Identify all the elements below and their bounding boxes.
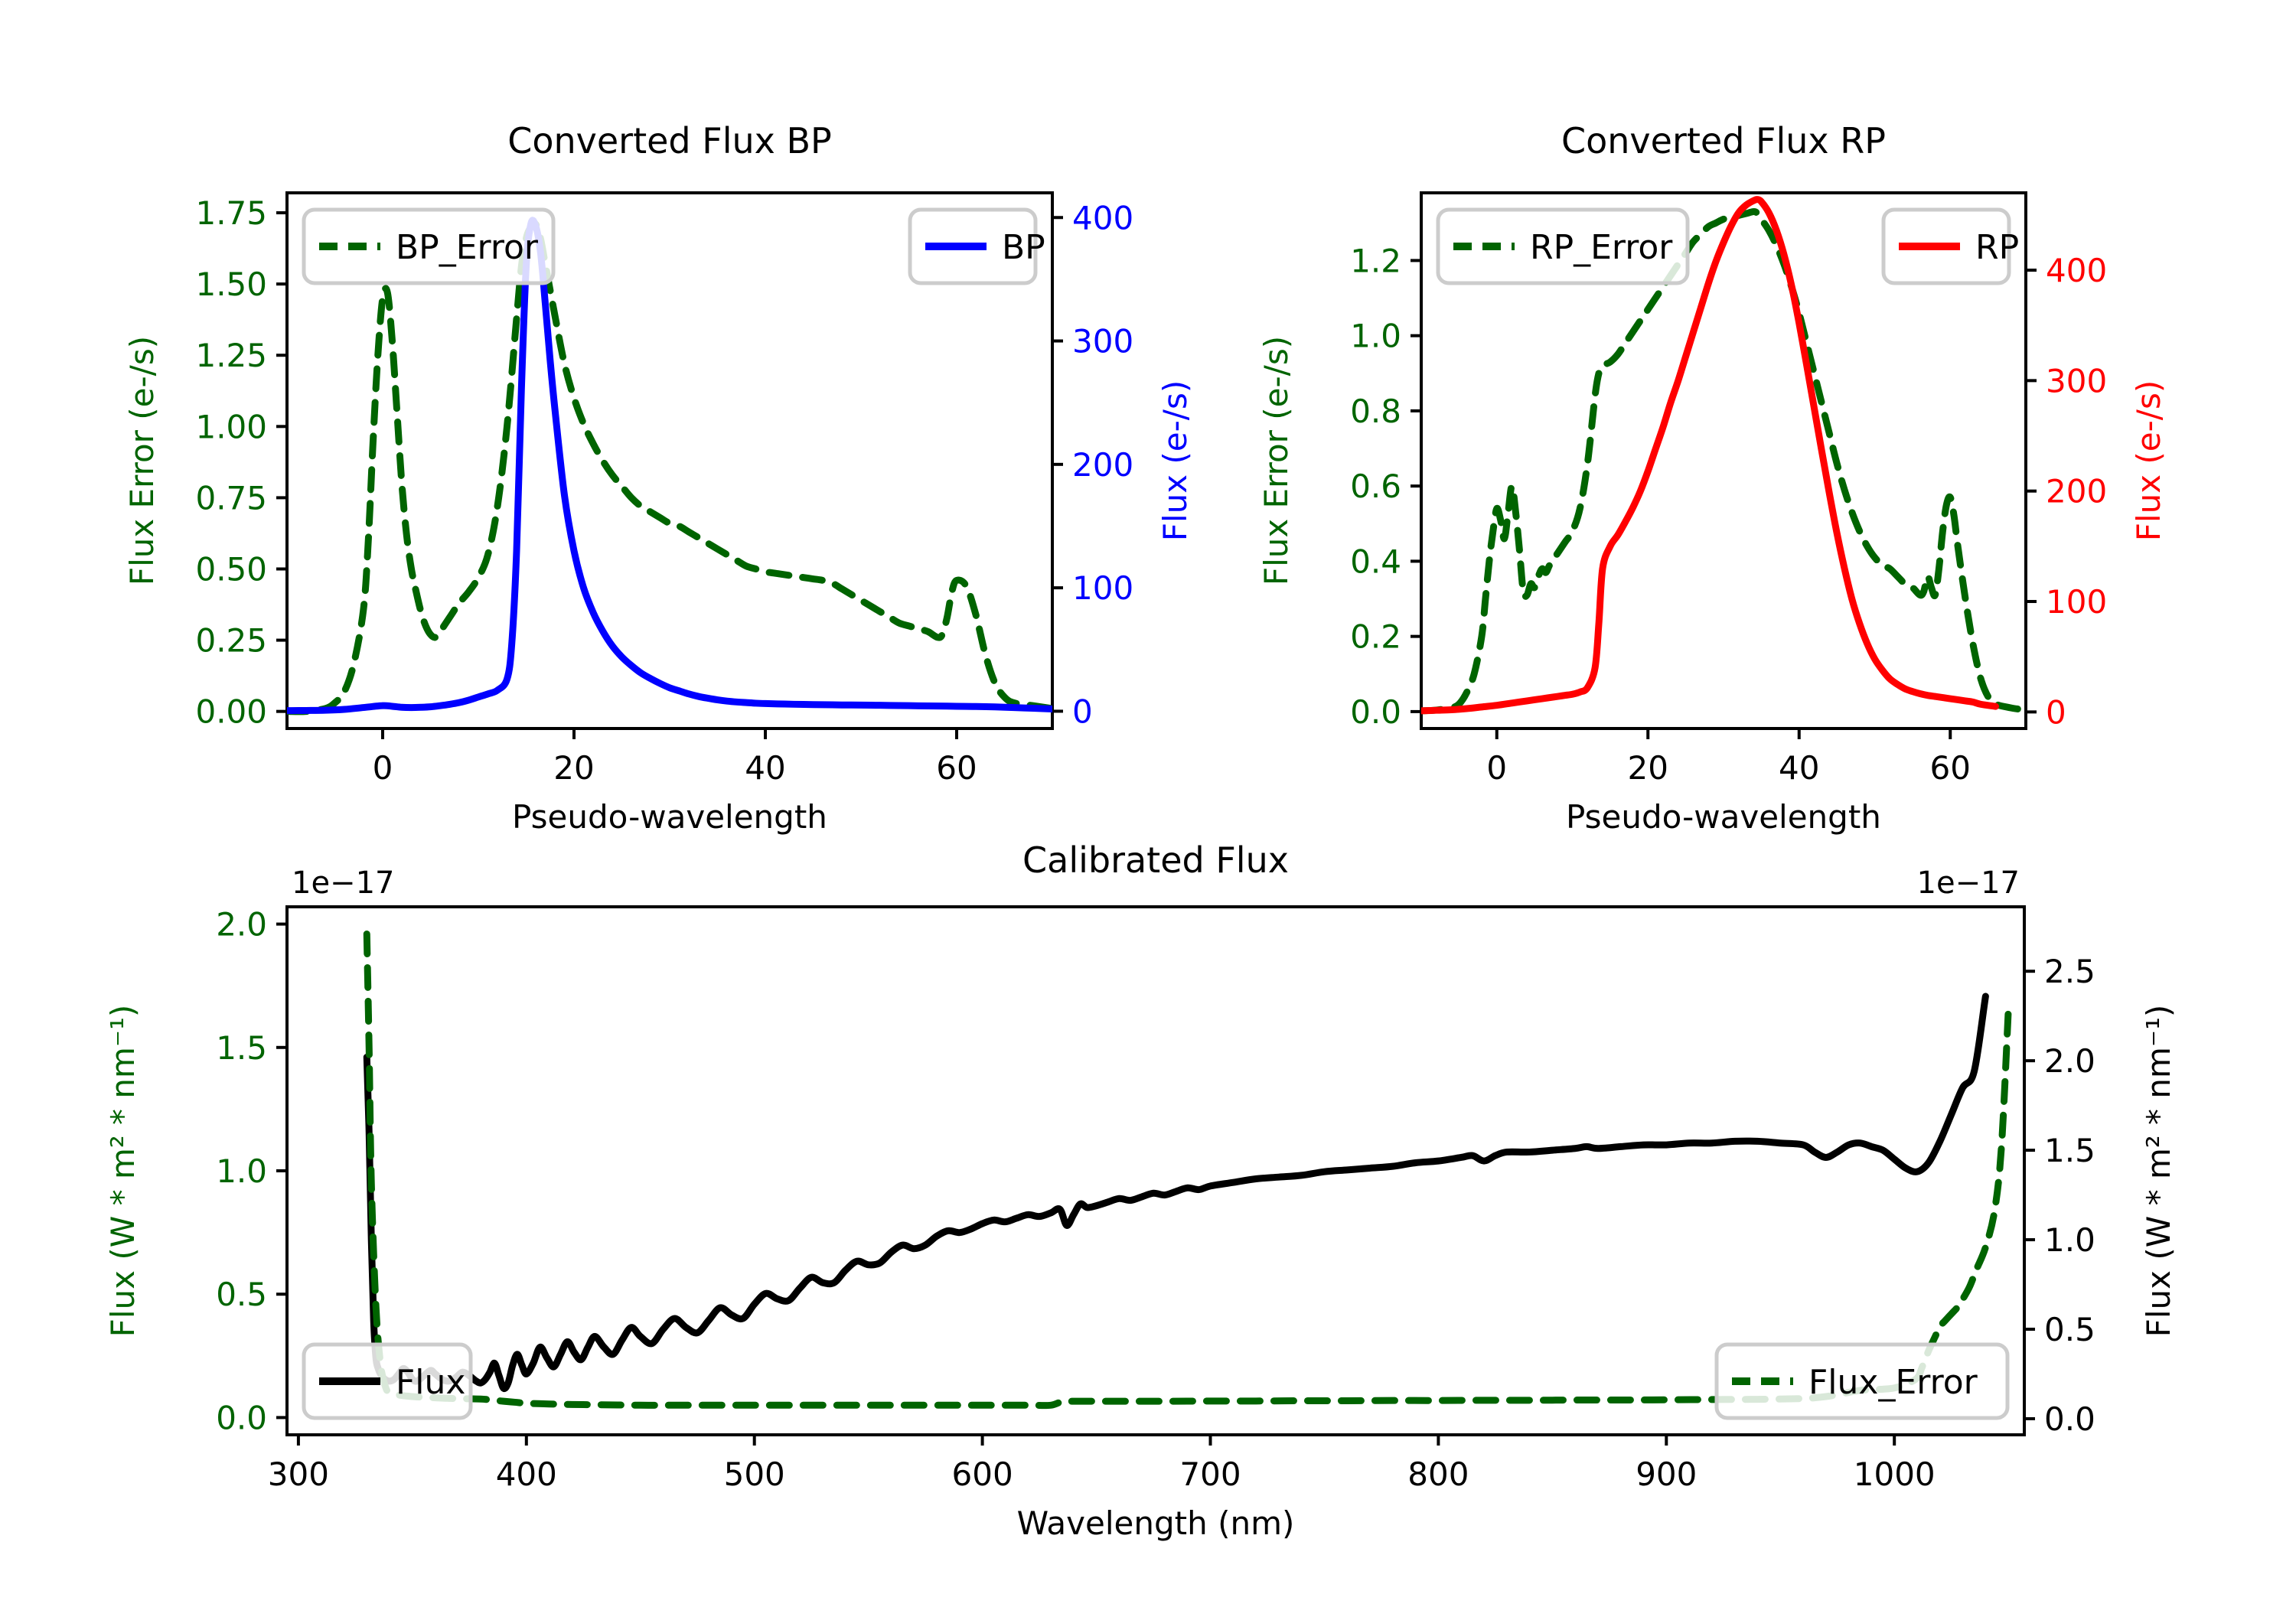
x-tick-label-bp-2: 40 xyxy=(745,749,785,787)
y2-tick-label-calibrated-3: 1.5 xyxy=(2044,1132,2095,1169)
y2-tick-label-calibrated-5: 2.5 xyxy=(2044,953,2095,990)
legend-label-right: Flux_Error xyxy=(1808,1363,1978,1402)
x-tick-label-rp-0: 0 xyxy=(1486,749,1507,787)
series-line-flux xyxy=(363,993,1989,1393)
y-tick-label-bp-7: 1.75 xyxy=(195,194,267,232)
y-tick-label-bp-2: 0.50 xyxy=(195,550,267,588)
legend-box-calibrated-left xyxy=(302,1342,473,1420)
y-tick-label-calibrated-4: 2.0 xyxy=(216,906,267,944)
x-axis-label-calibrated: Wavelength (nm) xyxy=(1017,1504,1295,1542)
y2-tick-label-bp-4: 400 xyxy=(1072,199,1133,236)
y-axis-label-rp: Flux Error (e-/s) xyxy=(1257,336,1295,585)
y2-tick-label-bp-3: 300 xyxy=(1072,323,1133,360)
x-tick-label-calibrated-5: 800 xyxy=(1407,1455,1469,1493)
y-tick-label-rp-5: 1.0 xyxy=(1350,318,1401,355)
y-tick-label-bp-3: 0.75 xyxy=(195,479,267,517)
y-tick-label-rp-6: 1.2 xyxy=(1350,242,1401,279)
legend-box-calibrated-right xyxy=(1714,1342,2010,1420)
legend-label-left: BP_Error xyxy=(396,228,539,267)
y2-tick-label-bp-0: 0 xyxy=(1072,693,1093,730)
y2-tick-label-calibrated-0: 0.0 xyxy=(2044,1400,2095,1438)
chart-title-calibrated: Calibrated Flux xyxy=(1022,839,1289,881)
y-tick-label-rp-3: 0.6 xyxy=(1350,468,1401,505)
y2-tick-label-rp-2: 200 xyxy=(2046,473,2107,510)
chart-title-bp: Converted Flux BP xyxy=(507,120,832,161)
legend-bp-left[interactable]: BP_Error xyxy=(302,207,556,285)
chart-title-rp: Converted Flux RP xyxy=(1561,120,1886,161)
x-tick-label-calibrated-1: 400 xyxy=(496,1455,557,1493)
legend-box-rp-left xyxy=(1436,207,1690,285)
y-tick-label-rp-2: 0.4 xyxy=(1350,543,1401,580)
series-line-rp-error xyxy=(1421,208,2026,715)
legend-bp-right[interactable]: BP xyxy=(908,207,1045,285)
y-tick-label-bp-5: 1.25 xyxy=(195,337,267,374)
x-tick-label-rp-3: 60 xyxy=(1930,749,1971,787)
x-tick-label-bp-1: 20 xyxy=(553,749,594,787)
y2-axis-offset-text-calibrated: 1e−17 xyxy=(1917,865,2020,901)
x-tick-label-bp-3: 60 xyxy=(936,749,977,787)
legend-label-left: RP_Error xyxy=(1530,228,1673,267)
x-tick-label-calibrated-3: 600 xyxy=(952,1455,1013,1493)
y-tick-label-rp-0: 0.0 xyxy=(1350,693,1401,731)
x-axis-label-bp: Pseudo-wavelength xyxy=(512,798,827,836)
legend-rp-left[interactable]: RP_Error xyxy=(1436,207,1690,285)
y-tick-label-calibrated-0: 0.0 xyxy=(216,1399,267,1436)
legend-calibrated-left[interactable]: Flux xyxy=(302,1342,473,1420)
y-tick-label-rp-4: 0.8 xyxy=(1350,393,1401,430)
x-tick-label-rp-2: 40 xyxy=(1779,749,1819,787)
series-line-bp xyxy=(287,217,1052,715)
y-tick-label-calibrated-3: 1.5 xyxy=(216,1029,267,1067)
legend-label-right: BP xyxy=(1002,228,1045,267)
y-tick-label-rp-1: 0.2 xyxy=(1350,618,1401,656)
y-tick-label-calibrated-1: 0.5 xyxy=(216,1276,267,1313)
y2-tick-label-calibrated-2: 1.0 xyxy=(2044,1221,2095,1259)
y2-tick-label-rp-4: 400 xyxy=(2046,252,2107,289)
x-tick-label-rp-1: 20 xyxy=(1628,749,1668,787)
y-tick-label-calibrated-2: 1.0 xyxy=(216,1152,267,1190)
legend-label-right: RP xyxy=(1975,228,2019,267)
x-tick-label-calibrated-0: 300 xyxy=(268,1455,329,1493)
y-tick-label-bp-4: 1.00 xyxy=(195,408,267,445)
y-tick-label-bp-0: 0.00 xyxy=(195,693,267,731)
y2-axis-label-calibrated: Flux (W * m² * nm⁻¹) xyxy=(2140,1005,2177,1338)
x-tick-label-calibrated-7: 1000 xyxy=(1854,1455,1936,1493)
y2-tick-label-bp-2: 200 xyxy=(1072,446,1133,484)
x-tick-label-calibrated-4: 700 xyxy=(1179,1455,1241,1493)
x-tick-label-calibrated-6: 900 xyxy=(1636,1455,1697,1493)
legend-rp-right[interactable]: RP xyxy=(1881,207,2019,285)
y2-tick-label-bp-1: 100 xyxy=(1072,569,1133,607)
x-tick-label-calibrated-2: 500 xyxy=(724,1455,785,1493)
y2-tick-label-rp-0: 0 xyxy=(2046,693,2066,731)
y2-tick-label-rp-1: 100 xyxy=(2046,583,2107,621)
y2-tick-label-calibrated-1: 0.5 xyxy=(2044,1311,2095,1348)
legend-label-left: Flux xyxy=(396,1363,465,1402)
y2-axis-label-bp: Flux (e-/s) xyxy=(1156,380,1194,541)
y2-tick-label-calibrated-4: 2.0 xyxy=(2044,1042,2095,1080)
legend-calibrated-right[interactable]: Flux_Error xyxy=(1714,1342,2010,1420)
x-axis-label-rp: Pseudo-wavelength xyxy=(1566,798,1881,836)
y-axis-label-calibrated: Flux (W * m² * nm⁻¹) xyxy=(104,1005,142,1338)
series-line-flux-error xyxy=(363,930,2012,1410)
y2-tick-label-rp-3: 300 xyxy=(2046,362,2107,399)
y2-axis-label-rp: Flux (e-/s) xyxy=(2130,380,2167,541)
y-tick-label-bp-1: 0.25 xyxy=(195,622,267,660)
y-axis-offset-text-calibrated: 1e−17 xyxy=(292,865,394,901)
y-tick-label-bp-6: 1.50 xyxy=(195,266,267,303)
legend-box-bp-left xyxy=(302,207,556,285)
series-line-bp-error xyxy=(287,220,1052,715)
y-axis-label-bp: Flux Error (e-/s) xyxy=(123,336,161,585)
x-tick-label-bp-0: 0 xyxy=(373,749,393,787)
